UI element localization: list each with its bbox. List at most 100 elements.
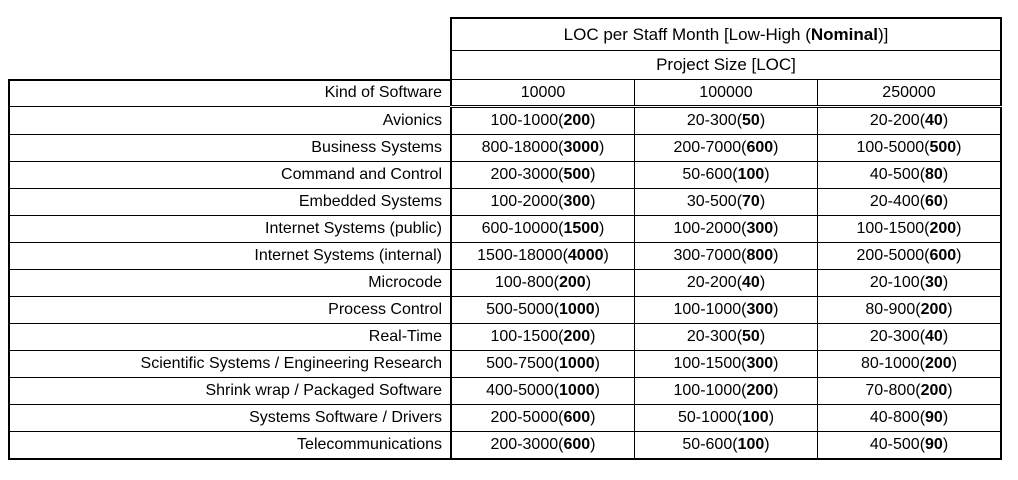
loc-cell: 100-1000200: [634, 377, 818, 405]
table-title-row: LOC per Staff Month [Low-High (Nominal)]: [9, 17, 1002, 51]
table-title: LOC per Staff Month [Low-High (Nominal)]: [450, 17, 1002, 51]
loc-cell: 70-800200: [817, 377, 1002, 405]
loc-range: 300-7000: [673, 247, 742, 264]
row-label: Systems Software / Drivers: [8, 404, 452, 432]
loc-cell: 300-7000800: [634, 242, 818, 270]
loc-cell: 100-5000500: [817, 134, 1002, 162]
loc-nominal: 800: [741, 247, 778, 264]
loc-nominal: 40: [920, 112, 948, 129]
loc-range: 20-100: [869, 274, 920, 291]
table-row: Systems Software / Drivers 200-5000600 5…: [8, 404, 1002, 432]
loc-cell: 20-40060: [817, 188, 1002, 216]
loc-range: 100-1000: [673, 382, 742, 399]
loc-range: 70-800: [865, 382, 916, 399]
loc-cell: 20-30040: [817, 323, 1002, 351]
loc-cell: 800-180003000: [450, 134, 635, 162]
loc-range: 800-18000: [481, 139, 559, 156]
loc-range: 100-2000: [673, 220, 742, 237]
row-label: Process Control: [8, 296, 452, 324]
loc-nominal: 50: [737, 328, 765, 345]
loc-cell: 100-1500200: [817, 215, 1002, 243]
loc-range: 100-800: [494, 274, 554, 291]
row-label: Real-Time: [8, 323, 452, 351]
loc-cell: 200-7000600: [634, 134, 818, 162]
loc-nominal: 3000: [558, 139, 604, 156]
row-label: Microcode: [8, 269, 452, 297]
loc-nominal: 300: [741, 220, 778, 237]
loc-nominal: 100: [737, 409, 774, 426]
loc-range: 100-5000: [856, 139, 925, 156]
loc-range: 500-5000: [486, 301, 554, 318]
loc-nominal: 200: [915, 382, 952, 399]
loc-cell: 20-30050: [634, 323, 818, 351]
column-header-row: Kind of Software 10000 100000 250000: [8, 78, 1002, 108]
loc-cell: 500-75001000: [450, 350, 635, 378]
loc-nominal: 100: [732, 166, 769, 183]
loc-nominal: 90: [920, 409, 948, 426]
table-row: Internet Systems (internal) 1500-1800040…: [8, 242, 1002, 270]
loc-cell: 40-50080: [817, 161, 1002, 189]
loc-nominal: 1000: [554, 355, 600, 372]
loc-nominal: 40: [737, 274, 765, 291]
loc-cell: 50-600100: [634, 161, 818, 189]
table-row: Business Systems 800-180003000 200-70006…: [8, 134, 1002, 162]
loc-range: 20-300: [686, 328, 737, 345]
row-label: Avionics: [8, 106, 452, 135]
loc-cell: 100-2000300: [450, 188, 635, 216]
project-size-row: Project Size [LOC]: [9, 50, 1002, 80]
loc-cell: 600-100001500: [450, 215, 635, 243]
loc-range: 80-900: [865, 301, 916, 318]
loc-range: 200-5000: [856, 247, 925, 264]
loc-per-staff-month-table: LOC per Staff Month [Low-High (Nominal)]…: [8, 17, 1002, 460]
loc-range: 600-10000: [481, 220, 559, 237]
row-label: Telecommunications: [8, 431, 452, 460]
loc-range: 100-1000: [673, 301, 742, 318]
loc-nominal: 1000: [554, 382, 600, 399]
loc-cell: 20-20040: [634, 269, 818, 297]
table-title-suffix: )]: [877, 24, 889, 44]
table-row: Process Control 500-50001000 100-1000300…: [8, 296, 1002, 324]
row-label: Embedded Systems: [8, 188, 452, 216]
loc-range: 400-5000: [486, 382, 554, 399]
loc-nominal: 300: [741, 355, 778, 372]
loc-range: 20-200: [869, 112, 920, 129]
row-label: Internet Systems (public): [8, 215, 452, 243]
loc-nominal: 200: [924, 220, 961, 237]
blank-corner: [9, 51, 451, 80]
row-label: Shrink wrap / Packaged Software: [8, 377, 452, 405]
loc-range: 100-1500: [673, 355, 742, 372]
loc-range: 1500-18000: [477, 247, 563, 264]
loc-nominal: 600: [558, 436, 595, 453]
kind-of-software-header: Kind of Software: [8, 78, 452, 107]
table-title-prefix: LOC per Staff Month [Low-High (: [563, 24, 811, 44]
loc-nominal: 200: [920, 355, 957, 372]
loc-nominal: 600: [924, 247, 961, 264]
loc-cell: 50-600100: [634, 431, 818, 460]
loc-range: 200-3000: [490, 436, 559, 453]
loc-cell: 100-800200: [450, 269, 635, 297]
loc-nominal: 200: [915, 301, 952, 318]
loc-nominal: 500: [558, 166, 595, 183]
row-label: Command and Control: [8, 161, 452, 189]
loc-range: 20-200: [686, 274, 737, 291]
loc-cell: 1500-180004000: [450, 242, 635, 270]
loc-nominal: 500: [924, 139, 961, 156]
loc-range: 100-2000: [490, 193, 559, 210]
project-size-header: Project Size [LOC]: [450, 50, 1002, 80]
loc-nominal: 600: [558, 409, 595, 426]
loc-nominal: 200: [558, 112, 595, 129]
table-row: Avionics 100-1000200 20-30050 20-20040: [8, 106, 1002, 135]
loc-range: 50-600: [682, 436, 733, 453]
loc-cell: 20-20040: [817, 106, 1002, 135]
loc-nominal: 300: [558, 193, 595, 210]
loc-nominal: 50: [737, 112, 765, 129]
loc-range: 40-500: [869, 436, 920, 453]
loc-nominal: 60: [920, 193, 948, 210]
loc-nominal: 200: [558, 328, 595, 345]
column-header-250000: 250000: [817, 79, 1002, 108]
loc-range: 50-1000: [677, 409, 737, 426]
loc-range: 40-500: [869, 166, 920, 183]
loc-range: 200-3000: [490, 166, 559, 183]
loc-nominal: 600: [741, 139, 778, 156]
